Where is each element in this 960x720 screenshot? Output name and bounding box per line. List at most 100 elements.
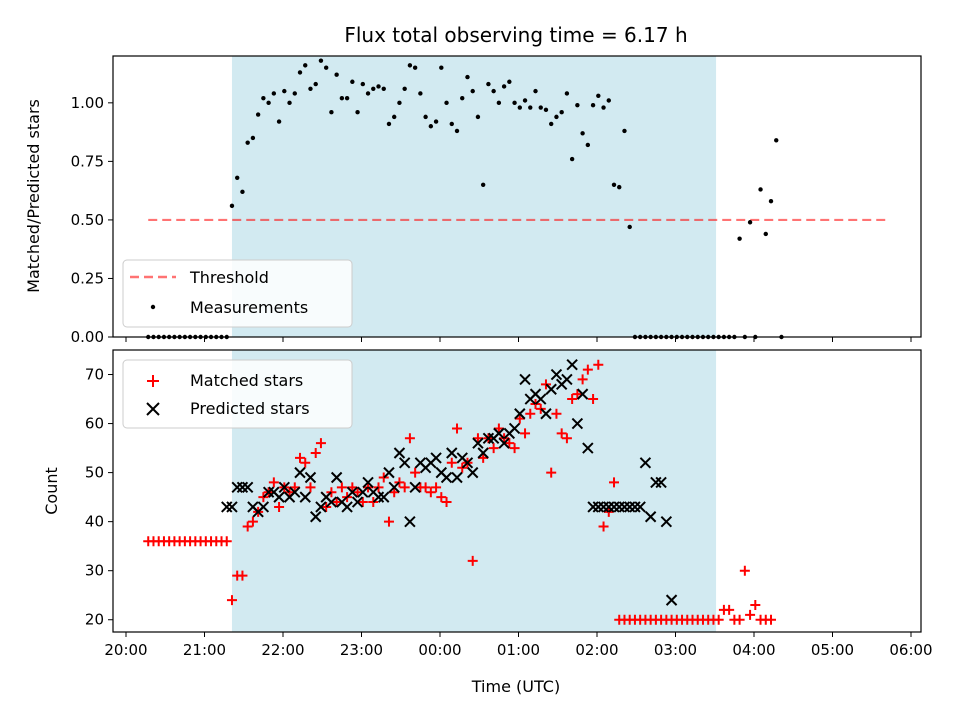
measurement-point: [507, 79, 512, 84]
matched-star-point: [310, 447, 321, 458]
predicted-star-point: [257, 501, 270, 513]
measurement-point: [266, 100, 271, 106]
matched-star-point: [357, 497, 368, 508]
legend-threshold-label: Threshold: [189, 268, 269, 287]
matched-star-point: [739, 565, 750, 576]
legend-predicted-swatch: [146, 402, 160, 416]
predicted-star-point: [236, 481, 249, 494]
measurement-point: [460, 95, 465, 101]
predicted-star-point: [608, 501, 620, 513]
predicted-star-point: [498, 437, 510, 449]
predicted-star-point: [383, 466, 395, 479]
y-tick-label: 70: [85, 366, 104, 384]
matched-star-point: [274, 501, 285, 512]
matched-star-point: [561, 433, 572, 444]
matched-star-point: [457, 462, 468, 473]
matched-star-point: [268, 477, 279, 488]
predicted-star-point: [325, 496, 338, 508]
y-tick-label: 1.00: [71, 94, 104, 112]
matched-star-point: [478, 452, 489, 463]
measurement-point: [569, 156, 575, 162]
measurement-point: [491, 88, 496, 94]
measurement-point: [271, 91, 277, 96]
measurement-point: [622, 128, 627, 134]
predicted-star-point: [467, 466, 479, 479]
legend-predicted-label: Predicted stars: [190, 399, 310, 418]
matched-star-point: [389, 487, 400, 498]
predicted-star-point: [273, 491, 285, 503]
matched-star-point: [399, 482, 410, 493]
measurement-point: [737, 236, 742, 241]
measurement-point: [297, 70, 303, 75]
measurement-point: [245, 140, 250, 145]
predicted-star-point: [404, 515, 416, 528]
y-tick-label: 40: [85, 513, 104, 531]
predicted-star-point: [582, 442, 594, 454]
measurement-point: [606, 98, 611, 103]
y-tick-label: 0.50: [71, 211, 104, 229]
measurement-point: [365, 91, 371, 96]
matched-star-point: [446, 457, 457, 468]
matched-star-point: [373, 482, 384, 493]
predicted-star-point: [482, 432, 495, 444]
y-tick-label: 20: [85, 611, 104, 629]
matched-star-point: [425, 487, 436, 498]
predicted-star-point: [493, 427, 505, 440]
x-tick-label: 02:00: [575, 641, 618, 659]
predicted-star-point: [650, 476, 662, 489]
predicted-star-point: [351, 496, 364, 508]
matched-star-point: [321, 501, 332, 512]
measurement-point: [360, 81, 366, 87]
x-tick-label: 06:00: [889, 641, 932, 659]
predicted-star-point: [545, 383, 557, 395]
bottom-axes-frame: [112, 349, 922, 633]
x-tick-label: 00:00: [418, 641, 461, 659]
measurement-point: [276, 119, 282, 124]
predicted-star-point: [294, 466, 306, 479]
matched-star-point: [514, 413, 525, 424]
x-tick-label: 05:00: [811, 641, 854, 659]
matched-star-point: [258, 492, 269, 503]
matched-star-point: [750, 600, 761, 611]
measurement-point: [774, 138, 779, 143]
matched-star-point: [603, 506, 614, 517]
predicted-star-point: [519, 373, 531, 386]
measurement-point: [287, 100, 292, 106]
top-legend: Threshold Measurements: [122, 259, 353, 328]
matched-star-point: [556, 428, 567, 439]
measurement-point: [392, 114, 397, 120]
y-tick-label: 0.25: [71, 269, 104, 287]
measurement-point: [261, 95, 266, 101]
matched-star-point: [237, 570, 248, 581]
measurement-point: [255, 112, 261, 117]
predicted-star-point: [624, 501, 636, 513]
predicted-star-point: [446, 447, 458, 459]
matched-star-point: [383, 516, 394, 527]
predicted-star-point: [346, 486, 359, 498]
matched-star-point: [284, 487, 295, 498]
matched-star-point: [326, 487, 337, 498]
matched-star-point: [436, 492, 447, 503]
predicted-star-point: [639, 457, 652, 469]
matched-star-point: [540, 379, 551, 390]
matched-star-point: [431, 482, 442, 493]
predicted-star-point: [330, 471, 343, 484]
matched-star-point: [582, 364, 593, 375]
measurement-point: [428, 124, 434, 129]
matched-star-point: [247, 516, 258, 527]
measurement-point: [444, 100, 449, 106]
predicted-star-point: [304, 471, 317, 484]
predicted-star-point: [535, 393, 547, 405]
measurement-point: [386, 121, 392, 127]
matched-star-point: [609, 477, 620, 488]
measurement-point: [549, 121, 554, 127]
measurement-point: [292, 91, 297, 96]
legend-measurements-label: Measurements: [190, 298, 308, 317]
matched-star-point: [331, 497, 342, 508]
matched-star-point: [713, 614, 724, 625]
predicted-star-point: [550, 368, 563, 381]
matched-star-point: [378, 472, 389, 483]
bottom-legend: Matched stars Predicted stars: [122, 359, 353, 429]
matched-star-point: [572, 389, 583, 400]
predicted-star-point: [341, 501, 353, 513]
